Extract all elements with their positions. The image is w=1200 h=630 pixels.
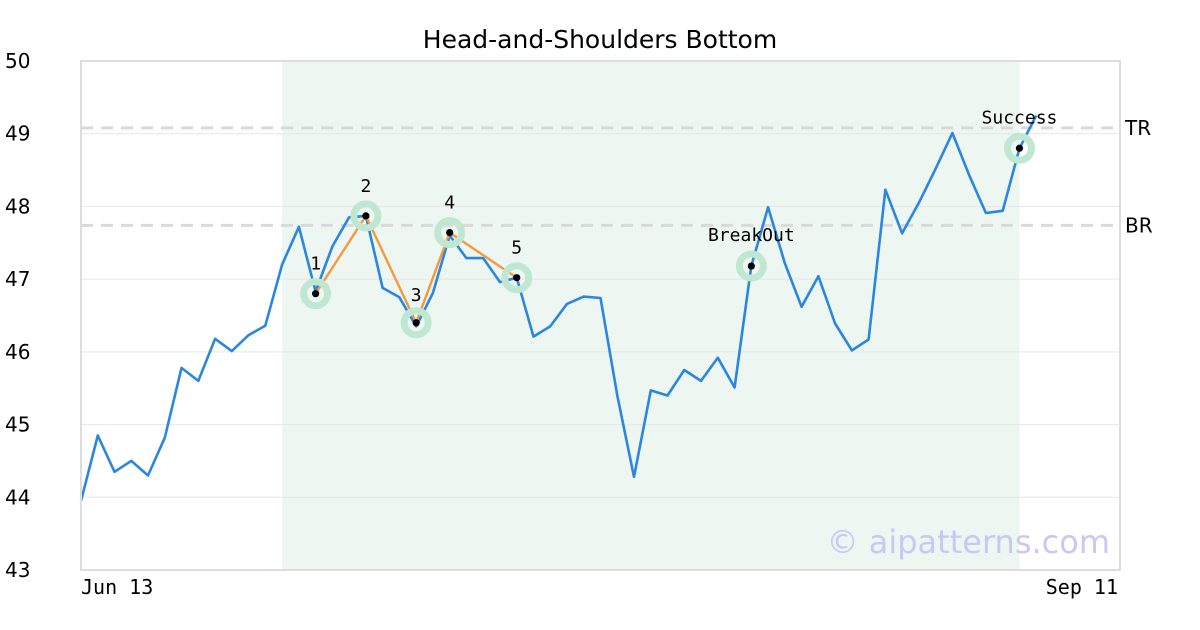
pattern-point-2-halo	[350, 200, 382, 232]
pattern-point-5-halo	[501, 262, 533, 294]
pattern-point-1-label: 1	[310, 254, 321, 275]
y-tick-label: 48	[5, 194, 30, 218]
y-tick-label: 49	[5, 122, 30, 146]
level-label-tr: TR	[1124, 116, 1151, 140]
pattern-point-4-label: 4	[444, 193, 455, 214]
level-label-br: BR	[1125, 213, 1153, 237]
y-tick-label: 45	[5, 413, 30, 437]
markers-layer: 1 2 3 4 5 BreakOut Success	[300, 107, 1058, 339]
event-breakout-halo	[735, 250, 767, 282]
pattern-point-4-dot	[446, 229, 454, 237]
pattern-point-1-halo	[300, 278, 332, 310]
event-success-label: Success	[982, 107, 1058, 128]
x-tick-end: Sep 11	[1046, 575, 1118, 599]
event-success-dot	[1015, 144, 1024, 152]
pattern-point-3-label: 3	[411, 285, 422, 306]
level-lines-layer: TR BR	[81, 116, 1153, 237]
y-tick-label: 44	[5, 485, 30, 509]
y-axis-ticks: 43 44 45 46 47 48 49 50	[5, 49, 30, 582]
y-tick-label: 43	[5, 558, 30, 582]
event-success-halo	[1003, 132, 1035, 164]
x-tick-start: Jun 13	[81, 575, 153, 599]
pattern-point-3-halo	[400, 307, 432, 339]
event-breakout-label: BreakOut	[708, 225, 795, 246]
pattern-point-2-label: 2	[360, 176, 371, 197]
y-tick-label: 50	[5, 49, 30, 73]
pattern-point-5-dot	[513, 274, 521, 282]
pattern-point-1-dot	[312, 290, 320, 298]
pattern-point-3-dot	[412, 319, 420, 327]
pattern-highlight-region	[282, 61, 1020, 570]
watermark: © aipatterns.com	[827, 523, 1110, 561]
plot-frame	[80, 60, 1121, 571]
grid-layer	[81, 133, 1120, 498]
price-series-line	[79, 114, 1038, 502]
y-tick-label: 46	[5, 340, 30, 364]
pattern-point-4-halo	[434, 217, 466, 249]
y-tick-label: 47	[5, 267, 30, 291]
pattern-point-5-label: 5	[511, 238, 522, 259]
chart-title: Head-and-Shoulders Bottom	[423, 25, 777, 54]
pattern-point-2-dot	[362, 212, 370, 220]
event-breakout-dot	[747, 262, 755, 270]
